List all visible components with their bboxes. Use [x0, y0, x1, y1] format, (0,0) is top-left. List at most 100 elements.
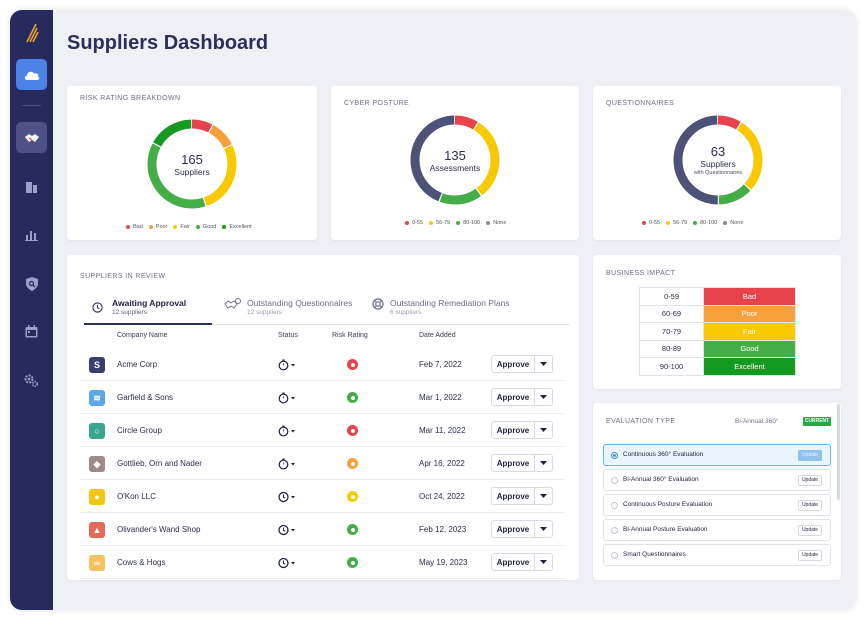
evaluation-option-label: Continuous Posture Evaluation	[623, 501, 713, 508]
sidebar-item-calendar[interactable]	[16, 316, 47, 347]
legend-dot-bad	[126, 225, 130, 229]
update-button[interactable]: Update	[798, 525, 822, 536]
sidebar-item-settings[interactable]	[16, 365, 47, 396]
status-dropdown[interactable]	[278, 424, 298, 437]
evaluation-option[interactable]: Bi-Annual 360° Evaluation Update	[603, 469, 831, 491]
status-dropdown[interactable]	[278, 391, 298, 404]
status-dropdown[interactable]	[278, 490, 298, 503]
approve-button[interactable]: Approve	[491, 421, 553, 439]
status-dropdown[interactable]	[278, 358, 298, 371]
update-button[interactable]: Update	[798, 550, 822, 561]
column-company-name: Company Name	[117, 332, 168, 339]
legend-label: Good	[202, 224, 217, 230]
evaluation-type-card: Evaluation Type Bi-Annual 360° CURRENT C…	[593, 403, 841, 580]
company-name: Acme Corp	[117, 360, 158, 369]
sidebar-item-reports[interactable]	[16, 219, 47, 250]
lifebuoy-icon	[372, 298, 384, 310]
donut-segment-56-79	[673, 115, 763, 205]
status-dropdown[interactable]	[278, 457, 298, 470]
business-impact-row: 60-69 Poor	[639, 304, 796, 323]
impact-range: 60-69	[639, 304, 704, 323]
tab-outstanding-questionnaires[interactable]: Outstanding Questionnaires 12 suppliers	[224, 298, 352, 325]
approve-button[interactable]: Approve	[491, 553, 553, 571]
approve-menu-toggle[interactable]	[535, 527, 552, 531]
table-row[interactable]: ≋ Garfield & Sons Mar 1, 2022 Approve	[81, 381, 565, 414]
radio-button[interactable]	[611, 452, 618, 459]
active-tab-indicator	[84, 323, 212, 325]
current-evaluation-value: Bi-Annual 360°	[735, 418, 779, 425]
update-button[interactable]: Update	[798, 475, 822, 486]
tab-awaiting-approval[interactable]: Awaiting Approval 12 suppliers	[92, 298, 186, 325]
sidebar-item-security[interactable]	[16, 268, 47, 299]
questionnaires-donut-sublabel: with Questionnaires	[693, 169, 743, 176]
approve-menu-toggle[interactable]	[535, 395, 552, 399]
status-dropdown[interactable]	[278, 556, 298, 569]
caret-down-icon	[540, 494, 547, 498]
approve-menu-toggle[interactable]	[535, 494, 552, 498]
radio-button[interactable]	[611, 477, 618, 484]
app-window: Suppliers Dashboard Risk Rating Breakdow…	[10, 10, 856, 610]
clock-icon	[278, 491, 295, 503]
legend-dot	[723, 221, 728, 225]
approve-label: Approve	[496, 425, 530, 435]
approve-label: Approve	[496, 524, 530, 534]
table-row[interactable]: ● O'Kon LLC Oct 24, 2022 Approve	[81, 480, 565, 513]
approve-button[interactable]: Approve	[491, 487, 553, 505]
evaluation-option[interactable]: Bi-Annual Posture Evaluation Update	[603, 519, 831, 541]
legend-label: Excellent	[229, 224, 252, 230]
approve-menu-toggle[interactable]	[535, 560, 552, 564]
company-logo: S	[89, 357, 105, 373]
tab-outstanding-remediation[interactable]: Outstanding Remediation Plans 6 supplier…	[372, 298, 510, 325]
status-dropdown[interactable]	[278, 523, 298, 536]
approve-menu-toggle[interactable]	[535, 428, 552, 432]
approve-menu-toggle[interactable]	[535, 461, 552, 465]
evaluation-scrollbar[interactable]	[837, 404, 840, 500]
tab-sublabel: 12 suppliers	[112, 309, 148, 316]
caret-down-icon	[540, 362, 547, 366]
cyber-donut-label: Assessments	[429, 162, 481, 173]
table-row[interactable]: S Acme Corp Feb 7, 2022 Approve	[81, 348, 565, 381]
radio-button[interactable]	[611, 527, 618, 534]
company-name: Cows & Hogs	[117, 558, 166, 567]
impact-category: Poor	[703, 304, 796, 323]
evaluation-option[interactable]: Continuous Posture Evaluation Update	[603, 494, 831, 516]
button-divider	[534, 521, 535, 537]
evaluation-type-title: Evaluation Type	[606, 418, 676, 425]
button-divider	[534, 356, 535, 372]
clock-icon	[278, 557, 295, 569]
approve-button[interactable]: Approve	[491, 388, 553, 406]
sidebar-item-companies[interactable]	[16, 171, 47, 202]
risk-rating-indicator	[347, 458, 358, 469]
legend-dot	[456, 221, 461, 225]
update-button[interactable]: Update	[798, 450, 822, 461]
approve-menu-toggle[interactable]	[535, 362, 552, 366]
evaluation-option[interactable]: Smart Questionnaires Update	[603, 544, 831, 566]
tab-label: Outstanding Questionnaires	[247, 298, 353, 308]
stopwatch-icon	[278, 458, 295, 470]
sidebar-item-cloud[interactable]	[16, 59, 47, 90]
sidebar-item-suppliers[interactable]	[16, 122, 47, 153]
table-row[interactable]: ▲ Olivander's Wand Shop Feb 12, 2023 Approv…	[81, 513, 565, 546]
approve-button[interactable]: Approve	[491, 355, 553, 373]
approve-button[interactable]: Approve	[491, 520, 553, 538]
risk-rating-indicator	[347, 524, 358, 535]
table-row[interactable]: ∞ Cows & Hogs May 19, 2023 Approve	[81, 546, 565, 579]
cyber-legend: 0-55 56-79 80-100 None	[405, 220, 506, 226]
legend-label: 0-55	[412, 220, 424, 226]
table-row[interactable]: ○ Circle Group Mar 11, 2022 Approve	[81, 414, 565, 447]
risk-rating-indicator	[347, 425, 358, 436]
evaluation-option[interactable]: Continuous 360° Evaluation Update	[603, 444, 831, 466]
handshake-icon	[24, 133, 39, 142]
business-impact-row: 0-59 Bad	[639, 287, 796, 306]
radio-button[interactable]	[611, 552, 618, 559]
radio-button[interactable]	[611, 502, 618, 509]
update-button[interactable]: Update	[798, 500, 822, 511]
settings-icon	[24, 374, 39, 387]
legend-dot-good	[195, 225, 200, 229]
donut-segment-0-55	[410, 115, 500, 205]
date-added: Mar 11, 2022	[419, 426, 466, 435]
approve-button[interactable]: Approve	[491, 454, 553, 472]
impact-range: 70-79	[639, 322, 704, 341]
table-row[interactable]: ◆ Gottlieb, Orn and Nader Apr 16, 2022 Appr…	[81, 447, 565, 480]
suppliers-review-title: Suppliers in Review	[80, 273, 166, 280]
